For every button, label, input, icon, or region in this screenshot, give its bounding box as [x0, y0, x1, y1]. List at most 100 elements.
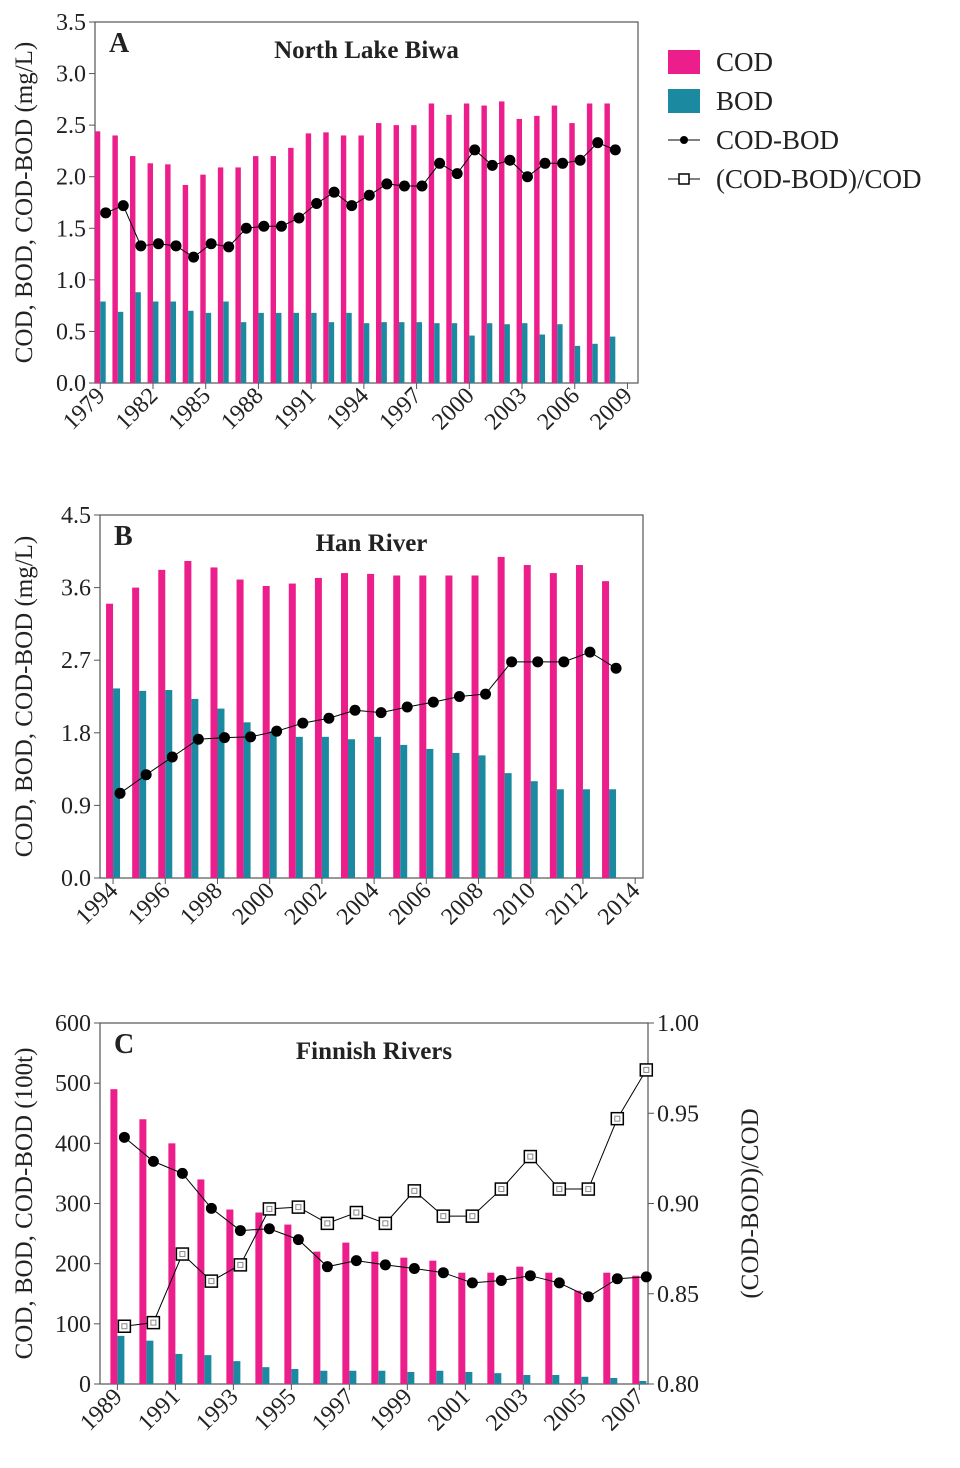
- marker: [152, 238, 164, 250]
- marker-inner: [266, 1205, 273, 1212]
- chart-title: Han River: [316, 530, 428, 557]
- marker: [427, 696, 439, 708]
- bar: [314, 577, 322, 878]
- bar: [574, 1290, 582, 1384]
- bar: [549, 573, 557, 878]
- bar: [168, 1143, 176, 1384]
- marker: [346, 200, 358, 212]
- marker: [524, 1270, 536, 1282]
- marker: [192, 733, 204, 745]
- marker: [582, 1291, 594, 1303]
- bar: [328, 322, 335, 383]
- y-tick-label: 300: [55, 1192, 91, 1218]
- marker-inner: [121, 1323, 128, 1330]
- bar: [445, 575, 453, 878]
- bar: [523, 565, 531, 878]
- marker-inner: [527, 1153, 534, 1160]
- bar: [113, 688, 121, 878]
- x-tick-label: 1982: [111, 383, 163, 435]
- x-tick-label: 2008: [436, 878, 488, 930]
- x-tick-label: 2014: [593, 878, 645, 930]
- bar: [574, 345, 581, 383]
- bar: [340, 135, 347, 383]
- bar: [320, 1370, 328, 1384]
- bar: [170, 301, 176, 383]
- marker: [188, 251, 200, 263]
- marker: [480, 688, 492, 700]
- x-tick-label: 1991: [133, 1384, 185, 1436]
- marker: [592, 137, 604, 149]
- bar: [504, 773, 512, 878]
- marker: [114, 787, 126, 799]
- bar: [569, 123, 575, 383]
- x-tick-label: 1993: [191, 1384, 243, 1436]
- bar: [284, 1224, 292, 1384]
- bar: [556, 789, 564, 878]
- y-tick-label: 0.9: [61, 793, 91, 819]
- y-tick-label: 3.5: [56, 10, 86, 36]
- marker: [275, 220, 287, 232]
- marker: [437, 1267, 449, 1279]
- bar: [346, 312, 352, 383]
- x-tick-label: 2010: [489, 878, 541, 930]
- marker: [639, 1063, 654, 1077]
- bar: [223, 301, 229, 383]
- y-tick-label: 400: [55, 1131, 91, 1157]
- marker: [245, 731, 257, 743]
- marker-inner: [498, 1186, 505, 1193]
- bar: [139, 1119, 147, 1384]
- marker: [401, 701, 413, 713]
- marker: [407, 1184, 422, 1198]
- bar: [609, 789, 617, 878]
- y2-tick-label: 0.85: [657, 1282, 699, 1308]
- legend-marker: [680, 136, 688, 144]
- marker: [234, 1225, 246, 1237]
- y-tick-label: 1.8: [61, 721, 91, 747]
- y2-axis-title: (COD-BOD)/COD: [737, 1108, 764, 1298]
- bar: [210, 567, 218, 878]
- marker: [166, 751, 178, 763]
- bar: [400, 1257, 408, 1384]
- bar: [342, 1242, 350, 1384]
- marker: [574, 154, 586, 166]
- x-tick-label: 2006: [384, 878, 436, 930]
- bar: [291, 1368, 299, 1384]
- bar: [534, 115, 540, 384]
- marker: [379, 1259, 391, 1271]
- marker-inner: [295, 1204, 302, 1211]
- x-tick-label: 1985: [164, 383, 216, 435]
- marker: [436, 1209, 451, 1223]
- bar: [363, 323, 370, 383]
- marker: [523, 1149, 538, 1164]
- bar: [545, 1272, 553, 1384]
- marker: [223, 241, 235, 253]
- bar: [205, 312, 212, 383]
- bar: [604, 103, 610, 384]
- marker-inner: [643, 1066, 650, 1073]
- bar: [182, 184, 189, 383]
- bar: [258, 312, 264, 383]
- bar: [436, 1370, 444, 1384]
- bar: [469, 335, 475, 383]
- bar: [446, 114, 452, 383]
- x-tick-label: 2003: [481, 1384, 533, 1436]
- marker: [147, 1155, 159, 1167]
- bar: [184, 560, 192, 878]
- marker: [146, 1315, 161, 1330]
- bar: [106, 603, 114, 878]
- bar: [235, 167, 241, 383]
- bar: [262, 1367, 270, 1384]
- bar: [262, 585, 270, 878]
- legend-swatch: [668, 50, 700, 74]
- marker: [293, 212, 305, 224]
- bar: [639, 1380, 647, 1384]
- marker: [175, 1247, 190, 1261]
- marker: [506, 656, 518, 668]
- marker: [504, 154, 516, 166]
- y-tick-label: 2.5: [56, 113, 86, 139]
- bar: [523, 1374, 531, 1384]
- bar: [112, 135, 118, 383]
- legend-label: COD-BOD: [716, 125, 839, 155]
- bar: [139, 690, 147, 878]
